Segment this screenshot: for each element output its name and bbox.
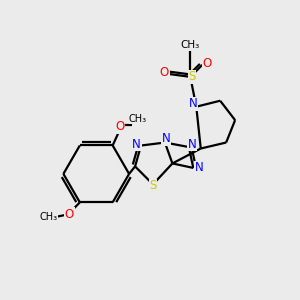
Text: O: O <box>65 208 74 221</box>
Text: O: O <box>202 57 212 70</box>
Text: CH₃: CH₃ <box>129 114 147 124</box>
Text: N: N <box>162 133 171 146</box>
Text: N: N <box>195 161 204 174</box>
Text: N: N <box>189 97 198 110</box>
Text: S: S <box>149 179 157 192</box>
Text: N: N <box>132 137 141 151</box>
Text: O: O <box>160 66 169 79</box>
Text: CH₃: CH₃ <box>39 212 58 222</box>
Text: S: S <box>188 70 196 83</box>
Text: CH₃: CH₃ <box>181 40 200 50</box>
Text: O: O <box>116 120 125 133</box>
Text: N: N <box>188 137 197 151</box>
